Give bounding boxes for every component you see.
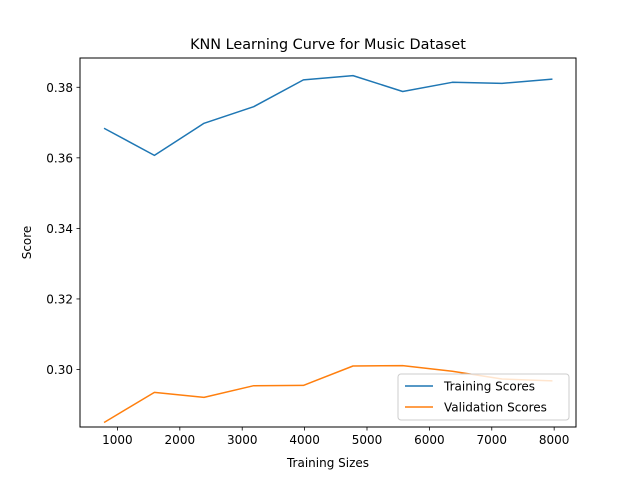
y-tick-label: 0.36 [46,151,73,165]
plot-frame [79,57,577,428]
x-axis-ticks: 1000 2000 3000 4000 5000 6000 7000 8000 [102,427,569,447]
x-tick-label: 5000 [352,433,383,447]
series-line [103,74,553,157]
chart-title: KNN Learning Curve for Music Dataset [190,37,466,53]
y-tick-label: 0.32 [46,292,73,306]
x-tick-label: 7000 [477,433,508,447]
legend-box [397,373,570,421]
x-tick-label: 4000 [289,433,320,447]
x-tick-label: 6000 [414,433,445,447]
x-tick-label: 3000 [227,433,258,447]
legend-label: Training Scores [443,380,535,394]
legend: Training Scores Validation Scores [397,373,570,421]
x-tick-label: 2000 [165,433,196,447]
y-tick-label: 0.34 [46,222,73,236]
y-tick-label: 0.38 [46,81,73,95]
y-axis-label: Score [20,226,34,260]
x-tick-label: 1000 [102,433,133,447]
y-axis-ticks: 0.30 0.32 0.34 0.36 0.38 [46,81,80,377]
x-axis-label: Training Sizes [286,456,369,470]
x-tick-label: 8000 [539,433,570,447]
legend-label: Validation Scores [444,401,547,415]
y-tick-label: 0.30 [46,363,73,377]
